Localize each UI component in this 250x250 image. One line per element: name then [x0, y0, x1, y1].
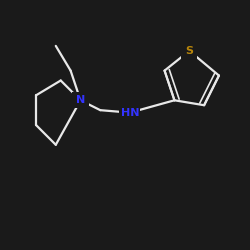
- Text: N: N: [76, 95, 85, 105]
- FancyBboxPatch shape: [120, 104, 141, 121]
- Text: S: S: [185, 46, 193, 56]
- FancyBboxPatch shape: [72, 92, 89, 108]
- FancyBboxPatch shape: [181, 43, 197, 59]
- Text: HN: HN: [121, 108, 139, 118]
